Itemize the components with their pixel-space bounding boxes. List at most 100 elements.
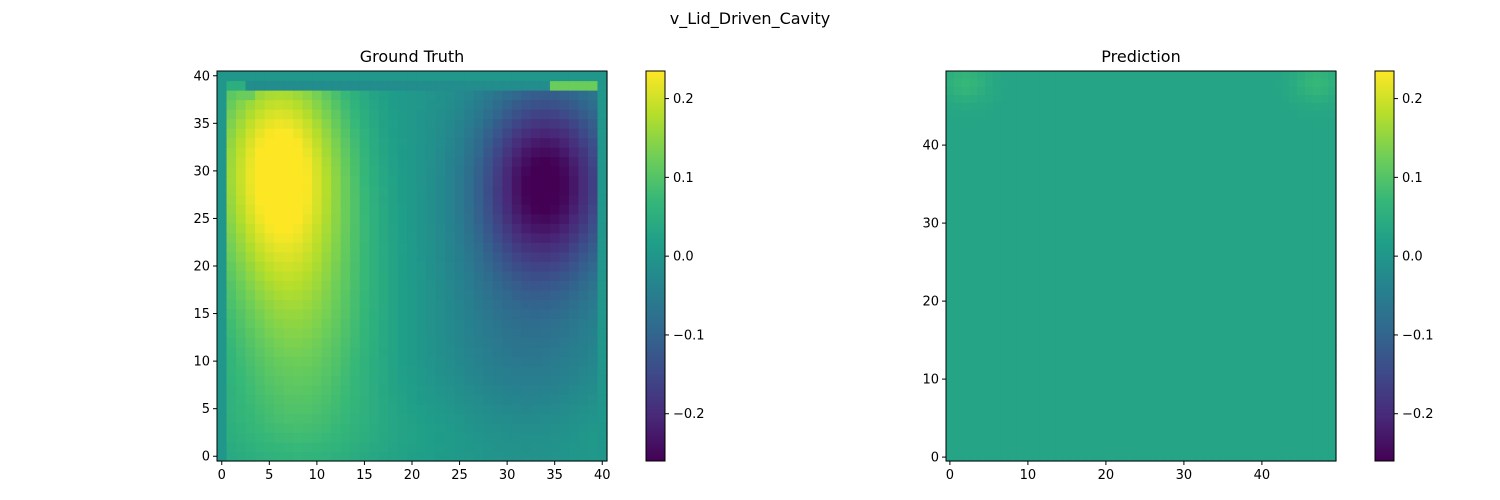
- heatmap-cell: [1156, 86, 1165, 95]
- heatmap-cell: [1141, 203, 1150, 212]
- heatmap-cell: [1000, 180, 1009, 189]
- heatmap-cell: [1258, 227, 1267, 236]
- heatmap-cell: [1125, 250, 1134, 259]
- heatmap-cell: [946, 86, 955, 95]
- heatmap-cell: [1086, 390, 1095, 400]
- heatmap-cell: [977, 78, 986, 88]
- heatmap-cell: [1086, 141, 1095, 150]
- heatmap-cell: [435, 166, 446, 177]
- heatmap-cell: [961, 141, 970, 150]
- heatmap-cell: [1258, 86, 1267, 95]
- heatmap-cell: [540, 232, 551, 243]
- heatmap-cell: [568, 71, 580, 82]
- heatmap-cell: [1226, 320, 1236, 329]
- heatmap-cell: [985, 86, 994, 95]
- heatmap-cell: [445, 137, 456, 148]
- heatmap-cell: [953, 414, 963, 423]
- heatmap-cell: [321, 394, 332, 405]
- heatmap-cell: [1063, 375, 1072, 384]
- heatmap-cell: [1000, 351, 1009, 361]
- heatmap-cell: [1156, 156, 1165, 166]
- heatmap-cell: [359, 185, 370, 196]
- heatmap-cell: [1226, 258, 1236, 267]
- heatmap-cell: [961, 172, 970, 181]
- heatmap-cell: [217, 270, 228, 281]
- heatmap-cell: [483, 432, 494, 443]
- heatmap-cell: [226, 242, 237, 253]
- heatmap-cell: [369, 270, 380, 281]
- x-tick-label: 0: [946, 468, 954, 483]
- heatmap-cell: [435, 327, 446, 338]
- heatmap-cell: [1234, 117, 1243, 127]
- heatmap-cell: [1180, 117, 1189, 127]
- heatmap-cell: [1164, 188, 1173, 197]
- heatmap-cell: [473, 365, 484, 376]
- heatmap-cell: [521, 194, 532, 205]
- heatmap-cell: [407, 394, 418, 405]
- heatmap-cell: [1211, 133, 1220, 142]
- heatmap-cell: [540, 365, 551, 376]
- heatmap-cell: [359, 365, 370, 376]
- heatmap-cell: [549, 185, 561, 196]
- heatmap-cell: [255, 432, 266, 443]
- heatmap-cell: [521, 137, 532, 148]
- heatmap-cell: [1141, 242, 1150, 251]
- heatmap-cell: [473, 356, 484, 367]
- heatmap-cell: [1078, 258, 1087, 267]
- heatmap-cell: [1000, 312, 1009, 322]
- heatmap-cell: [1031, 172, 1041, 181]
- heatmap-cell: [255, 71, 266, 82]
- heatmap-cell: [1008, 328, 1017, 337]
- heatmap-cell: [492, 308, 503, 319]
- heatmap-cell: [587, 299, 599, 310]
- heatmap-cell: [369, 223, 380, 234]
- heatmap-cell: [1226, 351, 1236, 361]
- heatmap-cell: [1047, 102, 1056, 111]
- heatmap-cell: [312, 432, 323, 443]
- heatmap-cell: [1109, 149, 1119, 158]
- heatmap-cell: [1109, 390, 1119, 400]
- heatmap-cell: [1094, 250, 1103, 259]
- heatmap-cell: [1211, 336, 1220, 345]
- heatmap-cell: [321, 185, 332, 196]
- heatmap-cell: [359, 289, 370, 300]
- heatmap-cell: [540, 194, 551, 205]
- heatmap-cell: [961, 71, 970, 80]
- heatmap-cell: [1203, 336, 1212, 345]
- heatmap-cell: [1265, 375, 1275, 384]
- heatmap-cell: [1141, 383, 1150, 392]
- heatmap-cell: [1250, 258, 1259, 267]
- heatmap-cell: [587, 327, 599, 338]
- heatmap-cell: [559, 223, 570, 234]
- heatmap-cell: [331, 223, 342, 234]
- heatmap-cell: [350, 223, 361, 234]
- heatmap-cell: [521, 422, 532, 434]
- heatmap-cell: [1063, 305, 1072, 314]
- heatmap-cell: [293, 356, 304, 367]
- heatmap-cell: [992, 383, 1002, 392]
- heatmap-cell: [1148, 227, 1158, 236]
- heatmap-cell: [388, 346, 399, 357]
- heatmap-cell: [1008, 305, 1017, 314]
- heatmap-cell: [1226, 172, 1236, 181]
- heatmap-cell: [1203, 281, 1212, 290]
- heatmap-cell: [1250, 351, 1259, 361]
- heatmap-cell: [1187, 351, 1197, 361]
- heatmap-cell: [1242, 133, 1251, 142]
- heatmap-cell: [1234, 234, 1243, 244]
- heatmap-cell: [1211, 289, 1220, 298]
- colorbar-tick-label: −0.1: [673, 328, 705, 343]
- heatmap-cell: [1273, 110, 1282, 119]
- heatmap-cell: [946, 297, 955, 306]
- heatmap-cell: [454, 109, 465, 120]
- heatmap-cell: [1203, 273, 1212, 283]
- heatmap-cell: [992, 289, 1002, 298]
- heatmap-cell: [1039, 219, 1048, 228]
- heatmap-cell: [511, 413, 522, 424]
- heatmap-cell: [1180, 414, 1189, 423]
- heatmap-cell: [1289, 437, 1298, 446]
- heatmap-cell: [1125, 281, 1134, 290]
- heatmap-cell: [226, 118, 237, 129]
- heatmap-cell: [388, 99, 399, 110]
